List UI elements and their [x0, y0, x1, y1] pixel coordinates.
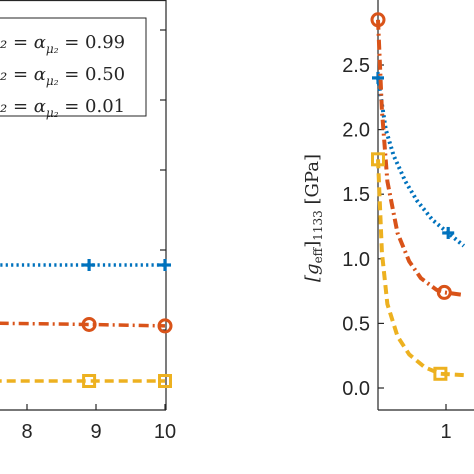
right-y-tick-label-1: 0.5 — [342, 313, 370, 335]
left-x-ticks: 8 9 10 — [21, 404, 176, 443]
right-series-2-point-1 — [433, 366, 448, 381]
right-x-tick-label-1: 1 — [440, 421, 451, 443]
ylabel-sub2: 1133 — [311, 210, 325, 241]
left-series-line-1 — [0, 321, 166, 328]
ylabel-sub: eff — [311, 246, 325, 263]
left-chart-panel: 8 9 10 ₂ = αμ₂ = 0.99₂ = αμ₂ = 0.50₂ = αμ₂… — [0, 0, 176, 443]
legend: ₂ = αμ₂ = 0.99 ₂ = αμ₂ = 0.50 ₂ = αμ₂ = 0.… — [0, 17, 147, 120]
left-series-0-point-1 — [83, 259, 96, 271]
right-y-tick-label-2: 1.0 — [342, 249, 370, 271]
legend-entry-0: ₂ = αμ₂ = 0.99 — [0, 32, 125, 56]
left-x-tick-label-10: 10 — [154, 421, 176, 443]
left-right-axis-ticks — [160, 29, 166, 331]
right-series-group — [370, 12, 466, 381]
right-series-2-point-0 — [371, 152, 385, 167]
right-y-tick-label-5: 2.5 — [342, 55, 370, 77]
ylabel-suffix: ] — [302, 241, 323, 248]
left-x-tick-label-9: 9 — [90, 421, 101, 443]
right-series-line-2 — [376, 159, 464, 378]
left-series-0-point-2 — [159, 259, 171, 271]
legend-entry-2: ₂ = αμ₂ = 0.01 — [0, 96, 125, 120]
right-series-line-0 — [376, 77, 466, 248]
right-series-line-1 — [376, 19, 465, 297]
ylabel-unit: [GPa] — [302, 154, 323, 210]
right-y-ticks: 0.0 0.5 1.0 1.5 2.0 2.5 — [342, 55, 384, 400]
right-series-0-point-0 — [372, 71, 384, 84]
left-series-2-point-2 — [158, 374, 172, 388]
right-series-1-point-1 — [436, 284, 452, 300]
left-x-tick-label-8: 8 — [21, 421, 32, 443]
right-y-axis-label: [geff]1133 [GPa] — [302, 154, 325, 282]
legend-entry-1: ₂ = αμ₂ = 0.50 — [0, 64, 125, 88]
legend-box — [0, 17, 147, 117]
left-series-1-point-2 — [157, 318, 173, 334]
right-chart-panel: 0.0 0.5 1.0 1.5 2.0 2.5 1 [geff]1133 [GPa] — [302, 0, 474, 443]
left-series-1-point-1 — [81, 316, 97, 332]
left-series-group — [0, 259, 173, 388]
right-series-0-point-1 — [442, 226, 455, 239]
left-series-2-point-1 — [82, 374, 97, 388]
right-y-tick-label-0: 0.0 — [342, 378, 370, 400]
right-y-tick-label-3: 1.5 — [342, 184, 370, 206]
right-y-tick-label-4: 2.0 — [342, 120, 370, 142]
right-series-1-point-0 — [370, 12, 386, 28]
right-x-ticks: 1 — [440, 404, 452, 443]
ylabel-prefix: [g — [302, 263, 323, 282]
